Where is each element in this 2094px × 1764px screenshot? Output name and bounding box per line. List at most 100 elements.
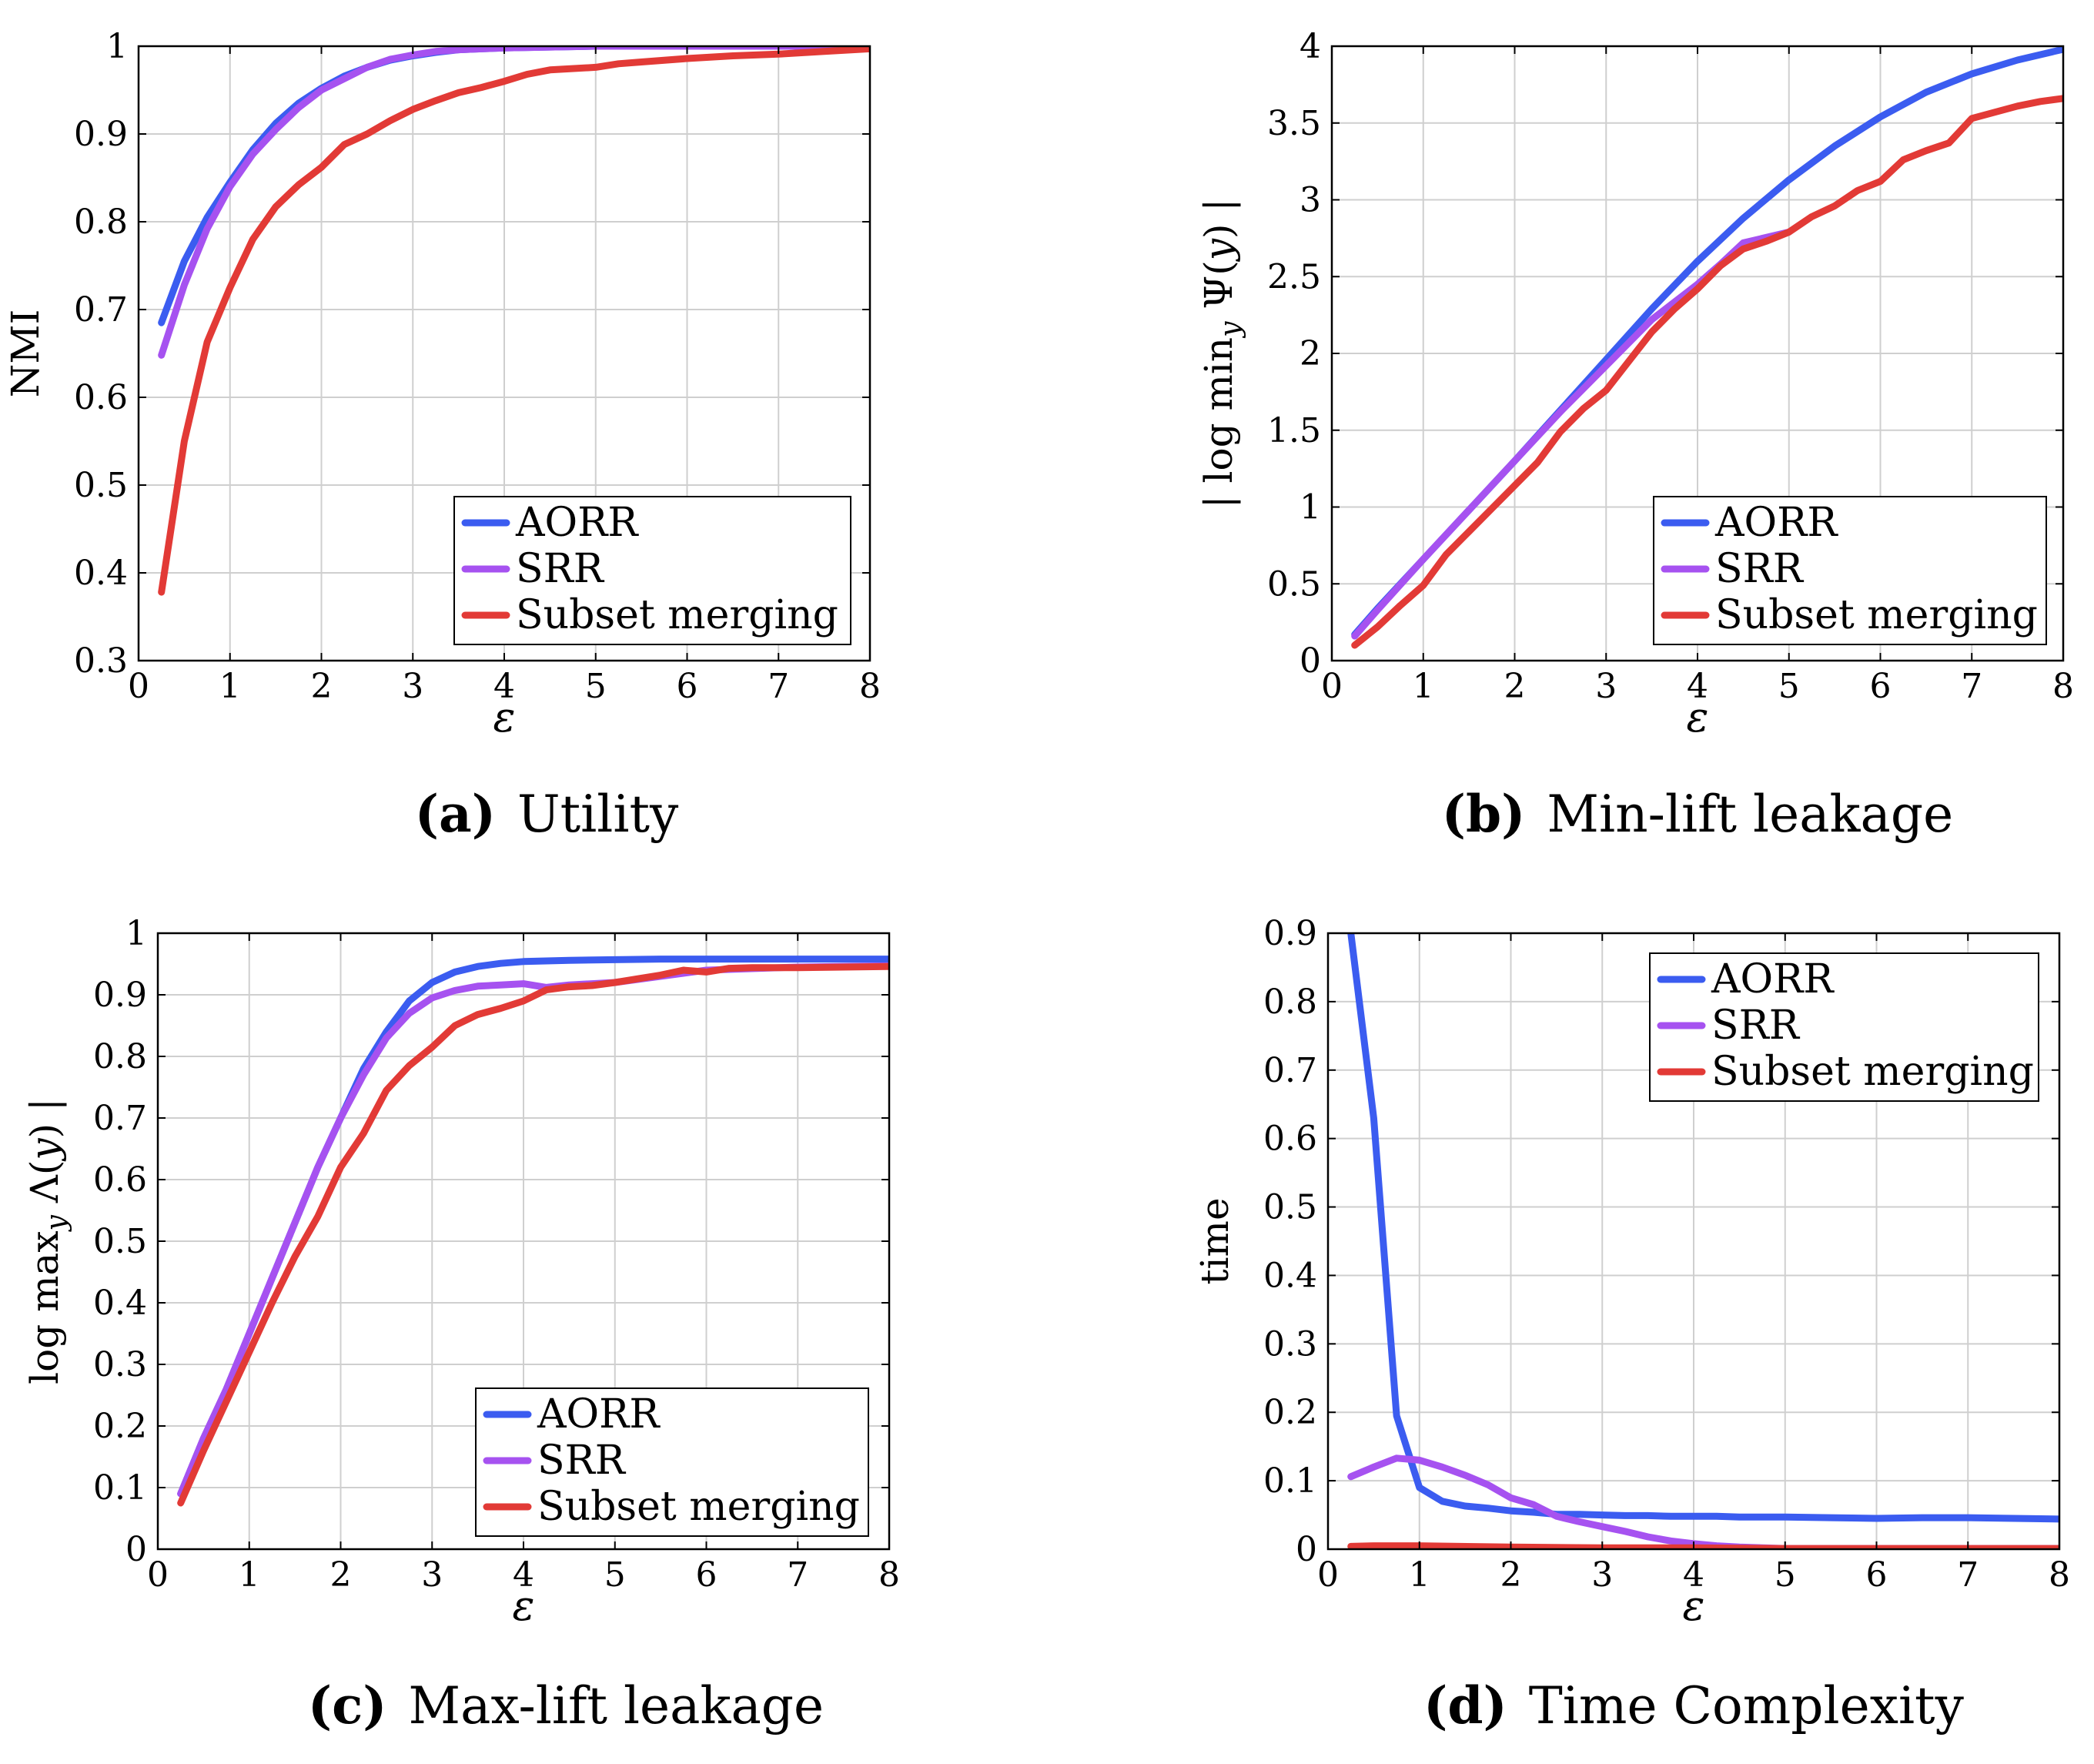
y-tick-label: 1 — [106, 27, 128, 66]
y-tick-label: 0.4 — [74, 554, 128, 593]
x-tick-label: 0 — [128, 667, 149, 706]
x-tick-label: 1 — [1409, 1555, 1430, 1595]
y-tick-label: 0.1 — [93, 1468, 147, 1508]
y-tick-label: 0.5 — [93, 1222, 147, 1261]
x-tick-label: 4 — [1687, 667, 1708, 706]
legend-label: Subset merging — [516, 592, 838, 638]
panel-caption: (c) Max-lift leakage — [308, 1675, 824, 1736]
legend-label: AORR — [1711, 956, 1835, 1003]
x-tick-label: 6 — [1870, 667, 1892, 706]
y-tick-label: 0.6 — [74, 378, 128, 417]
y-tick-label: 0.5 — [1263, 1188, 1317, 1227]
series-line-subset-merging — [158, 46, 870, 596]
panel-caption: (b) Min-lift leakage — [1442, 784, 1953, 844]
panel-max-lift-leakage: 0 1 2 3 4 5 6 7 8 0 0.1 0.2 0.3 0.4 0.5 0.6 0.7 0.8 0.9 1 ε l… — [22, 914, 900, 1736]
panel-min-lift-leakage: 0 1 2 3 4 5 6 7 800.511.522.533.54ε| log miny Ψ(… — [1196, 27, 2074, 844]
legend-label: SRR — [1715, 546, 1805, 592]
series-line-aorr — [158, 46, 870, 326]
y-axis-label: | log miny Ψ(y) | — [1196, 199, 1246, 508]
y-tick-label: 0 — [1300, 641, 1321, 681]
y-tick-label: 0.4 — [93, 1284, 147, 1323]
y-axis-label: log maxy Λ(y) | — [22, 1098, 72, 1384]
x-tick-label: 4 — [513, 1555, 534, 1595]
x-tick-label: 7 — [768, 667, 789, 706]
x-tick-label: 6 — [696, 1555, 718, 1595]
y-tick-label: 1 — [125, 914, 147, 953]
x-axis-label: ε — [1687, 693, 1709, 741]
y-tick-label: 0.9 — [93, 976, 147, 1015]
y-tick-label: 1.5 — [1267, 411, 1321, 450]
legend-box — [1653, 496, 2047, 645]
x-tick-label: 5 — [585, 667, 607, 706]
x-tick-label: 4 — [493, 667, 515, 706]
legend-label: SRR — [1711, 1003, 1801, 1049]
x-tick-label: 3 — [1595, 667, 1617, 706]
y-tick-label: 0.7 — [1263, 1051, 1317, 1090]
y-tick-label: 2 — [1300, 334, 1321, 373]
series-line-subset-merging — [177, 962, 889, 1507]
x-tick-label: 0 — [1317, 1555, 1339, 1595]
series-line-subset-merging — [1347, 1542, 2059, 1549]
x-tick-label: 6 — [1866, 1555, 1888, 1595]
series-line-subset-merging — [1351, 95, 2063, 649]
x-tick-label: 0 — [147, 1555, 169, 1595]
panel-time-complexity: 0 1 2 3 4 5 6 7 8 0 0.1 0.2 0.3 0.4 0.5 0.6 0.7 0.8 0.9 ε ti… — [1193, 914, 2070, 1736]
legend-box — [475, 1387, 869, 1537]
y-tick-label: 0.7 — [74, 290, 128, 330]
x-tick-label: 8 — [2052, 667, 2074, 706]
y-tick-label: 2.5 — [1267, 257, 1321, 296]
legend-label: AORR — [537, 1391, 661, 1438]
y-axis-label: time — [1193, 1197, 1237, 1284]
legend-box — [1649, 952, 2039, 1102]
x-tick-label: 2 — [1504, 667, 1526, 706]
legend-label: AORR — [1714, 500, 1838, 546]
y-tick-label: 4 — [1300, 27, 1321, 66]
y-tick-label: 0.8 — [1263, 982, 1317, 1022]
x-tick-label: 1 — [239, 1555, 260, 1595]
y-tick-label: 0.9 — [1263, 914, 1317, 953]
y-tick-label: 0.1 — [1263, 1461, 1317, 1501]
y-tick-label: 0.3 — [1263, 1324, 1317, 1364]
x-tick-label: 1 — [219, 667, 241, 706]
x-tick-label: 8 — [859, 667, 881, 706]
y-tick-label: 3 — [1300, 181, 1321, 220]
x-tick-label: 2 — [311, 667, 333, 706]
x-tick-label: 5 — [604, 1555, 626, 1595]
legend-label: Subset merging — [537, 1484, 860, 1530]
y-tick-label: 0.4 — [1263, 1256, 1317, 1295]
legend-label: SRR — [516, 546, 605, 592]
x-tick-label: 3 — [1591, 1555, 1613, 1595]
y-tick-label: 0.5 — [1267, 564, 1321, 604]
x-tick-label: 3 — [402, 667, 423, 706]
legend-label: Subset merging — [1715, 592, 2038, 638]
x-tick-label: 3 — [421, 1555, 443, 1595]
x-axis-label: ε — [493, 693, 516, 741]
legend-label: SRR — [537, 1438, 627, 1484]
x-tick-label: 0 — [1321, 667, 1343, 706]
legend-label: AORR — [515, 500, 639, 546]
legend-label: Subset merging — [1711, 1049, 2034, 1095]
y-tick-label: 0.6 — [93, 1160, 147, 1200]
y-tick-label: 3.5 — [1267, 104, 1321, 143]
x-tick-label: 4 — [1683, 1555, 1704, 1595]
y-tick-label: 0.8 — [74, 203, 128, 242]
x-tick-label: 5 — [1775, 1555, 1796, 1595]
x-tick-label: 7 — [1957, 1555, 1979, 1595]
y-axis-label: NMI — [3, 310, 48, 398]
y-tick-label: 1 — [1300, 488, 1321, 527]
panel-caption: (a) Utility — [415, 784, 679, 844]
y-tick-label: 0.2 — [1263, 1393, 1317, 1432]
y-tick-label: 0 — [1296, 1530, 1317, 1569]
x-tick-label: 5 — [1778, 667, 1800, 706]
y-tick-label: 0.5 — [74, 466, 128, 505]
legend-box — [453, 496, 851, 645]
x-axis-label: ε — [513, 1582, 535, 1630]
x-tick-label: 8 — [2049, 1555, 2070, 1595]
series-line-aorr — [1347, 933, 2059, 1523]
x-tick-label: 6 — [677, 667, 698, 706]
y-tick-label: 0.7 — [93, 1099, 147, 1138]
